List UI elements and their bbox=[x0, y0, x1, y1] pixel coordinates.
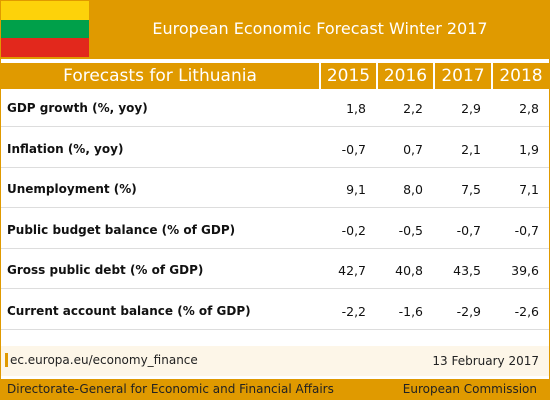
cell-value: -2,6 bbox=[514, 304, 539, 319]
cell-value: 39,6 bbox=[511, 263, 539, 279]
cell-value: 7,1 bbox=[519, 182, 539, 198]
date: 13 February 2017 bbox=[432, 354, 539, 368]
cell-value: 40,8 bbox=[395, 263, 423, 279]
row-label: Current account balance (% of GDP) bbox=[7, 304, 251, 318]
top-band bbox=[1, 1, 549, 59]
cell-value: -0,2 bbox=[341, 222, 366, 238]
cell-value: -0,5 bbox=[398, 222, 423, 238]
cell-value: 2,2 bbox=[403, 101, 423, 116]
row-separator bbox=[1, 166, 549, 168]
url-prefix: ec.europa.eu/ bbox=[10, 353, 93, 367]
column-header: 2016 bbox=[376, 63, 433, 89]
column-header: 2018 bbox=[491, 63, 549, 89]
url-path: economy_finance bbox=[92, 353, 198, 367]
row-separator bbox=[1, 207, 549, 209]
row-separator bbox=[1, 329, 549, 330]
flag bbox=[1, 1, 89, 57]
cell-value: 9,1 bbox=[346, 182, 366, 198]
footer-left: Directorate-General for Economic and Fin… bbox=[7, 382, 334, 396]
cell-value: 8,0 bbox=[403, 182, 423, 198]
cell-value: 42,7 bbox=[338, 263, 366, 279]
table-header bbox=[1, 63, 549, 89]
cell-value: 2,9 bbox=[461, 101, 481, 116]
cell-value: -1,6 bbox=[398, 304, 423, 319]
cell-value: -0,7 bbox=[514, 222, 539, 238]
row-label: Gross public debt (% of GDP) bbox=[7, 263, 204, 278]
column-header: 2017 bbox=[433, 63, 491, 89]
footer-band bbox=[1, 379, 549, 399]
cell-value: -0,7 bbox=[456, 222, 481, 238]
row-separator bbox=[1, 126, 549, 127]
row-label: Unemployment (%) bbox=[7, 182, 137, 197]
footer-right: European Commission bbox=[402, 382, 537, 396]
cell-value: 1,9 bbox=[519, 141, 539, 157]
cell-value: -0,7 bbox=[341, 141, 366, 157]
cell-value: 1,8 bbox=[346, 101, 366, 116]
cell-value: 2,1 bbox=[461, 141, 481, 157]
source-url[interactable]: ec.europa.eu/economy_finance bbox=[5, 353, 198, 367]
table-caption: Forecasts for Lithuania bbox=[63, 66, 257, 86]
row-label: Inflation (%, yoy) bbox=[7, 141, 124, 156]
row-label: GDP growth (%, yoy) bbox=[7, 101, 148, 115]
row-separator bbox=[1, 288, 549, 290]
cell-value: -2,9 bbox=[456, 304, 481, 319]
source-band bbox=[1, 346, 549, 376]
column-header: 2015 bbox=[319, 63, 376, 89]
cell-value: 43,5 bbox=[453, 263, 481, 279]
row-separator bbox=[1, 247, 549, 249]
title: European Economic Forecast Winter 2017 bbox=[152, 19, 488, 38]
cell-value: 7,5 bbox=[461, 182, 481, 198]
cell-value: 0,7 bbox=[403, 141, 423, 157]
row-label: Public budget balance (% of GDP) bbox=[7, 222, 236, 237]
cell-value: -2,2 bbox=[341, 304, 366, 319]
cell-value: 2,8 bbox=[519, 101, 539, 116]
